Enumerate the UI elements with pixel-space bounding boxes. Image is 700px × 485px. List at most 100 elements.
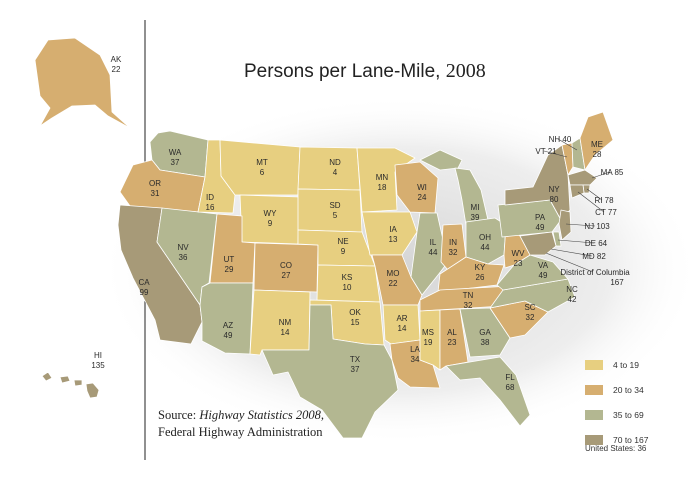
state-value-me: 28 [593,150,602,159]
legend: 4 to 19 20 to 34 35 to 69 70 to 167 [585,358,648,458]
state-label-md: MD 82 [582,252,606,261]
state-code-sc: SC [524,303,535,312]
state-code-wa: WA [169,148,182,157]
state-code-va: VA [538,261,549,270]
state-value-ia: 13 [389,235,398,244]
state-value-dc: 167 [610,278,624,287]
state-value-ga: 38 [481,338,490,347]
state-code-ia: IA [389,225,397,234]
leader-line-ct [577,191,605,213]
state-code-tx: TX [350,355,361,364]
state-mt [219,139,301,196]
state-code-id: ID [206,193,214,202]
state-code-tn: TN [463,291,474,300]
state-value-al: 23 [448,338,457,347]
state-ak [34,37,131,129]
state-code-nc: NC [566,285,578,294]
leader-line-de [557,239,595,244]
state-sd [297,188,363,233]
source-agency: Federal Highway Administration [158,425,323,439]
state-ms [419,309,441,371]
state-code-la: LA [410,345,420,354]
state-code-ca: CA [138,278,150,287]
state-value-sd: 5 [333,211,338,220]
title-main: Persons per Lane-Mile, [244,61,441,82]
state-label-nh: NH 40 [549,135,572,144]
state-code-wy: WY [264,209,278,218]
state-shapes [34,37,614,439]
state-il [410,212,449,296]
state-value-mi: 39 [471,213,480,222]
state-code-ok: OK [349,308,361,317]
state-label-vt: VT 21 [535,147,557,156]
state-value-mt: 6 [260,168,265,177]
state-value-ne: 9 [341,247,346,256]
state-value-hi: 135 [91,361,105,370]
legend-swatch [585,435,603,445]
leader-line-dc [545,252,594,273]
leader-line-nh [557,138,578,151]
source-prefix: Source: [158,408,200,422]
state-value-la: 34 [411,355,420,364]
legend-swatch [585,360,603,370]
state-value-ut: 29 [225,265,234,274]
source-note: Source: Highway Statistics 2008, Federal… [158,407,324,441]
state-value-ca: 99 [140,288,149,297]
state-value-ak: 22 [112,65,121,74]
state-value-ks: 10 [343,283,352,292]
state-value-id: 16 [206,203,215,212]
state-value-tx: 37 [351,365,360,374]
state-nd [297,146,361,191]
state-code-mt: MT [256,158,268,167]
state-value-wv: 23 [514,259,523,268]
state-md [519,231,557,256]
state-code-or: OR [149,179,161,188]
state-code-nd: ND [329,158,341,167]
leader-line-vt [543,150,568,158]
state-az [199,282,254,355]
state-label-ri: RI 78 [594,196,614,205]
state-code-al: AL [447,328,457,337]
state-code-ne: NE [337,237,348,246]
state-label-nj: NJ 103 [584,222,610,231]
state-pa [497,199,562,238]
state-labels: AK22HI135WA37OR31CA99NV36ID16MT6WY9UT29A… [91,55,630,392]
state-value-ky: 26 [476,273,485,282]
state-code-nm: NM [279,318,292,327]
state-code-ks: KS [342,273,353,282]
state-value-wy: 9 [268,219,273,228]
state-code-sd: SD [329,201,340,210]
state-ia [361,211,418,256]
state-ct [569,184,585,199]
state-value-mo: 22 [389,279,398,288]
state-code-hi: HI [94,351,102,360]
state-code-in: IN [449,238,457,247]
state-code-az: AZ [223,321,233,330]
state-code-ga: GA [479,328,491,337]
state-value-fl: 68 [506,383,515,392]
state-code-mi: MI [471,203,480,212]
state-hi [41,371,100,399]
state-label-ct: CT 77 [595,208,617,217]
state-value-in: 32 [449,248,458,257]
state-label-de: DE 64 [585,239,608,248]
state-value-nc: 42 [568,295,577,304]
state-value-pa: 49 [536,223,545,232]
state-code-nv: NV [177,243,189,252]
state-value-co: 27 [282,271,291,280]
state-code-oh: OH [479,233,491,242]
state-code-mo: MO [387,269,400,278]
state-value-ar: 14 [398,324,407,333]
legend-label: 35 to 69 [613,410,644,420]
state-ga [459,307,511,358]
state-name-dc: District of Columbia [560,268,630,277]
leader-line-nj [565,223,596,227]
legend-item: 20 to 34 [585,383,648,397]
legend-item: 70 to 167 [585,433,648,447]
state-fl [445,356,531,427]
state-label-ma: MA 85 [601,168,624,177]
state-ny [504,144,571,221]
state-nj [558,209,572,241]
state-value-sc: 32 [526,313,535,322]
state-code-wi: WI [417,183,427,192]
